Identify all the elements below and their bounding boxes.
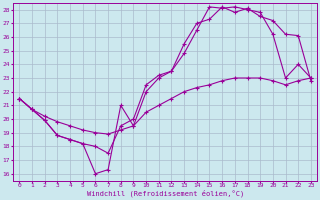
X-axis label: Windchill (Refroidissement éolien,°C): Windchill (Refroidissement éolien,°C) xyxy=(86,190,244,197)
